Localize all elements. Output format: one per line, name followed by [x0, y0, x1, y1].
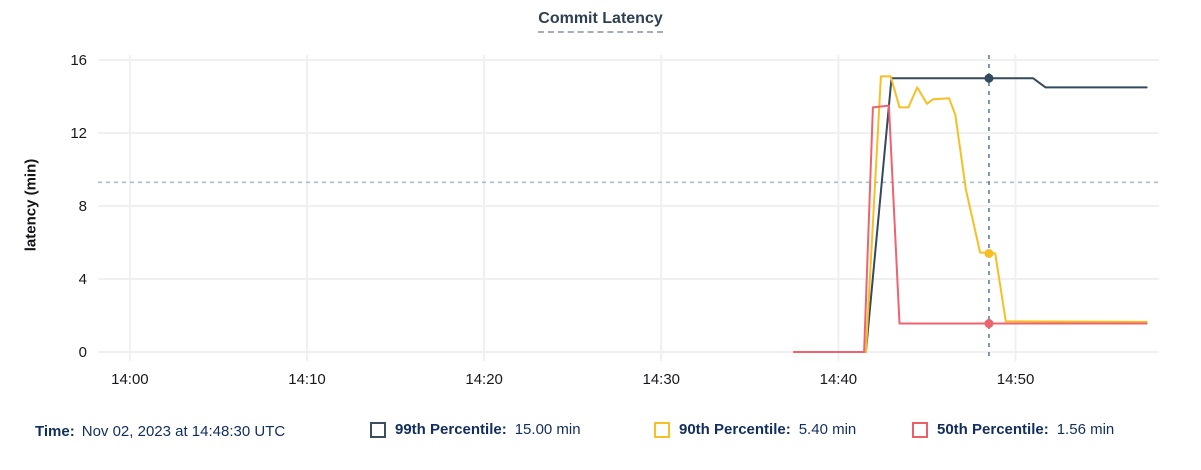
legend-value: 1.56 min: [1056, 421, 1115, 438]
legend-swatch-99th: [370, 421, 386, 438]
legend-swatch-90th: [654, 421, 670, 438]
legend-swatch-50th: [912, 421, 928, 438]
chart-canvas[interactable]: 0 4 8 12 16 14:00 14:10 14:20 14:30 14:40 14:50: [0, 0, 1201, 405]
series-line-99th-percentile[interactable]: [793, 77, 1148, 353]
y-tick-label: 8: [79, 198, 87, 215]
x-tick-label: 14:50: [997, 371, 1035, 388]
series-line-90th-percentile[interactable]: [793, 75, 1148, 353]
y-tick-label: 4: [79, 271, 87, 288]
x-tick-label: 14:10: [288, 371, 326, 388]
y-tick-label: 12: [70, 125, 87, 142]
legend-label: 90th Percentile:: [679, 421, 791, 438]
legend-value: 5.40 min: [798, 421, 857, 438]
legend-value: 15.00 min: [514, 421, 581, 438]
y-tick-label: 16: [70, 52, 87, 69]
time-label: Time:: [35, 423, 75, 440]
x-tick-label: 14:30: [642, 371, 680, 388]
cursor-time-readout: Time: Nov 02, 2023 at 14:48:30 UTC: [35, 423, 285, 440]
x-tick-label: 14:00: [111, 371, 149, 388]
legend-item-99th-percentile[interactable]: 99th Percentile: 15.00 min: [370, 421, 581, 438]
legend-label: 99th Percentile:: [395, 421, 507, 438]
series-line-50th-percentile[interactable]: [793, 104, 1148, 353]
time-value: Nov 02, 2023 at 14:48:30 UTC: [81, 423, 286, 440]
cursor-dot-99th-percentile: [984, 73, 994, 83]
x-tick-label: 14:20: [465, 371, 503, 388]
cursor-dot-90th-percentile: [984, 248, 994, 258]
chart-footer: Time: Nov 02, 2023 at 14:48:30 UTC 99th P…: [0, 419, 1201, 449]
x-tick-label: 14:40: [820, 371, 858, 388]
cursor-dot-50th-percentile: [984, 319, 994, 329]
legend-item-50th-percentile[interactable]: 50th Percentile: 1.56 min: [912, 421, 1114, 438]
chart-title[interactable]: Commit Latency: [538, 10, 663, 33]
legend-label: 50th Percentile:: [937, 421, 1049, 438]
chart-header: Commit Latency: [0, 10, 1201, 33]
legend-item-90th-percentile[interactable]: 90th Percentile: 5.40 min: [654, 421, 856, 438]
y-tick-label: 0: [79, 344, 87, 361]
